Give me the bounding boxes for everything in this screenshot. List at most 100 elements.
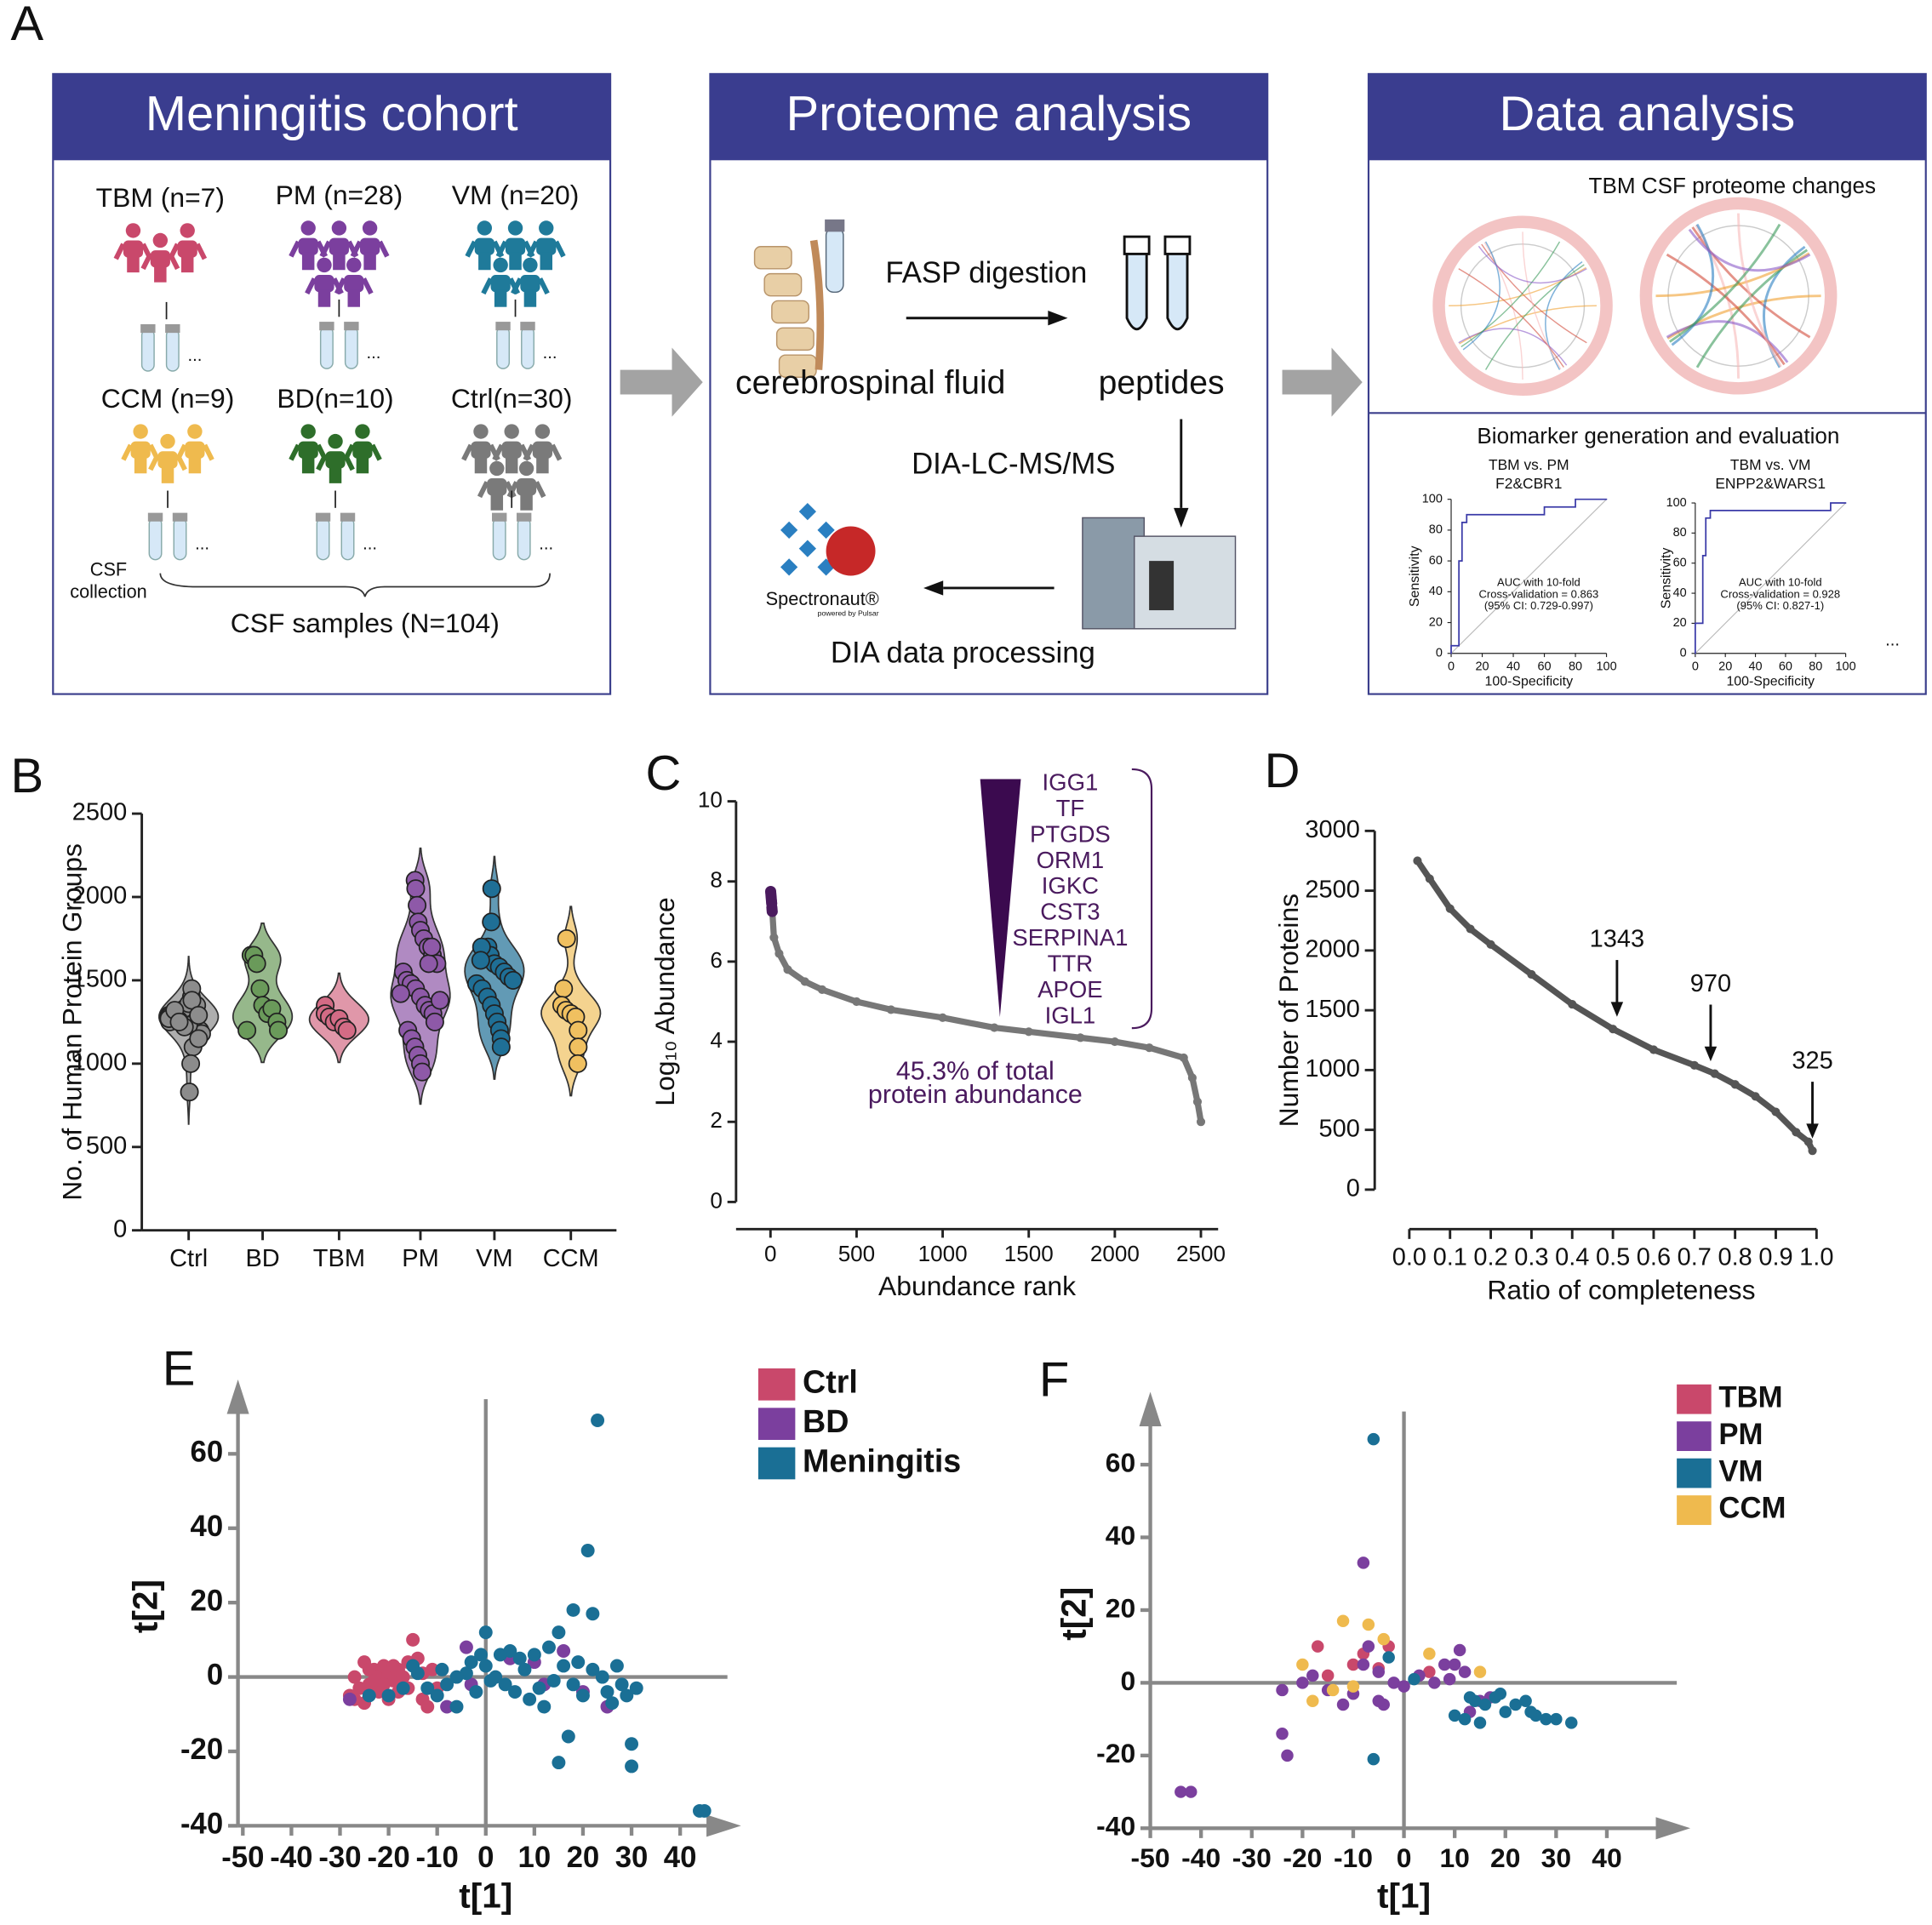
data-point (491, 1037, 511, 1057)
ellipsis: ... (539, 535, 553, 554)
x-tick-label: 0.6 (1637, 1244, 1671, 1271)
data-point (800, 977, 809, 986)
circos-ring (1460, 243, 1586, 368)
data-point (532, 1681, 546, 1695)
data-point (482, 879, 501, 899)
person-icon (329, 466, 342, 483)
tube-cap (140, 323, 156, 334)
data-point (498, 1677, 512, 1692)
chord (1478, 245, 1587, 284)
y-tick-label: 2 (710, 1107, 723, 1133)
person-icon (501, 441, 522, 459)
y-tick-label: 80 (1429, 523, 1443, 537)
x-tick-label: 1.0 (1799, 1244, 1833, 1271)
chord (1669, 223, 1781, 343)
logo-mark (817, 521, 835, 540)
data-point (600, 1685, 614, 1699)
data-point (1609, 1025, 1618, 1034)
data-point (1445, 904, 1455, 913)
y-tick-label: 100 (1422, 493, 1443, 506)
logo-mark (798, 540, 816, 557)
x-tick-label: 20 (567, 1842, 600, 1874)
data-point (614, 1677, 629, 1692)
data-point (420, 1681, 435, 1695)
x-axis-label: t[1] (1377, 1876, 1431, 1916)
data-point (189, 1029, 209, 1048)
person-icon (177, 240, 197, 258)
y-tick-label: -20 (180, 1734, 223, 1766)
x-tick-label: -40 (270, 1842, 312, 1874)
person-icon (314, 275, 334, 293)
tube (517, 517, 531, 561)
person-icon (377, 240, 390, 258)
chord (1459, 305, 1597, 345)
data-point (1710, 1069, 1719, 1078)
section-title: Biomarker generation and evaluation (1477, 423, 1839, 448)
x-tick-label: 0 (477, 1842, 494, 1874)
person-icon (363, 252, 376, 271)
data-point (938, 1013, 947, 1022)
data-point (1296, 1677, 1309, 1689)
data-point (422, 937, 442, 957)
data-point (566, 1677, 580, 1692)
chord (1449, 266, 1586, 306)
person-icon (536, 237, 557, 255)
x-tick-label: TBM (313, 1245, 365, 1272)
data-point (620, 1688, 634, 1703)
person-icon (319, 240, 332, 258)
data-point (557, 1659, 571, 1673)
group-label: PM (n=28) (276, 180, 403, 210)
legend-label: Meningitis (803, 1442, 961, 1478)
step-label: DIA data processing (831, 637, 1095, 669)
y-tick-label: 0 (207, 1659, 223, 1692)
person-icon (130, 441, 151, 459)
person-icon (328, 433, 343, 449)
data-point (408, 895, 427, 915)
person-icon (495, 240, 508, 258)
data-point (554, 979, 574, 998)
arrow (923, 580, 944, 596)
x-tick-label: 60 (1779, 660, 1792, 674)
y-tick-label: 80 (1673, 526, 1687, 540)
tube (148, 517, 163, 561)
y-tick-label: 3000 (1305, 816, 1359, 843)
tube (521, 326, 534, 369)
data-point (1357, 1557, 1370, 1569)
data-point (1494, 1687, 1507, 1700)
arrow (1139, 1391, 1162, 1427)
ellipsis: ... (543, 344, 557, 363)
x-axis-label: Ratio of completeness (1487, 1275, 1755, 1305)
data-point (552, 1625, 566, 1640)
tube (319, 326, 334, 369)
data-point (1771, 1107, 1781, 1117)
person-icon (355, 424, 370, 439)
data-point (1478, 1698, 1492, 1711)
data-point (990, 1023, 999, 1032)
data-point (1428, 1677, 1441, 1689)
data-point (697, 1803, 712, 1818)
person-icon (346, 257, 362, 273)
auc-text: Cross-validation = 0.863 (1479, 587, 1599, 600)
legend-swatch (1677, 1495, 1712, 1525)
person-icon (465, 240, 477, 258)
circos-ring (1667, 225, 1809, 367)
y-tick-label: 100 (1666, 496, 1687, 510)
ellipsis: ... (195, 535, 209, 554)
box (1367, 72, 1927, 695)
data-point (1076, 1033, 1085, 1042)
chord (1691, 226, 1811, 339)
y-tick-label: 500 (1318, 1115, 1359, 1142)
data-point (469, 1685, 483, 1699)
person-icon (331, 220, 347, 236)
data-point (1336, 1698, 1350, 1711)
gene-label: TF (1056, 795, 1085, 821)
data-point (425, 1012, 444, 1031)
legend-swatch (757, 1368, 796, 1401)
chord (1688, 228, 1811, 272)
y-tick-label: -20 (1096, 1738, 1135, 1768)
data-point (1196, 1117, 1206, 1127)
x-tick-label: PM (402, 1245, 438, 1272)
data-point (769, 933, 779, 942)
data-point (575, 1688, 590, 1703)
person-icon (316, 454, 329, 471)
